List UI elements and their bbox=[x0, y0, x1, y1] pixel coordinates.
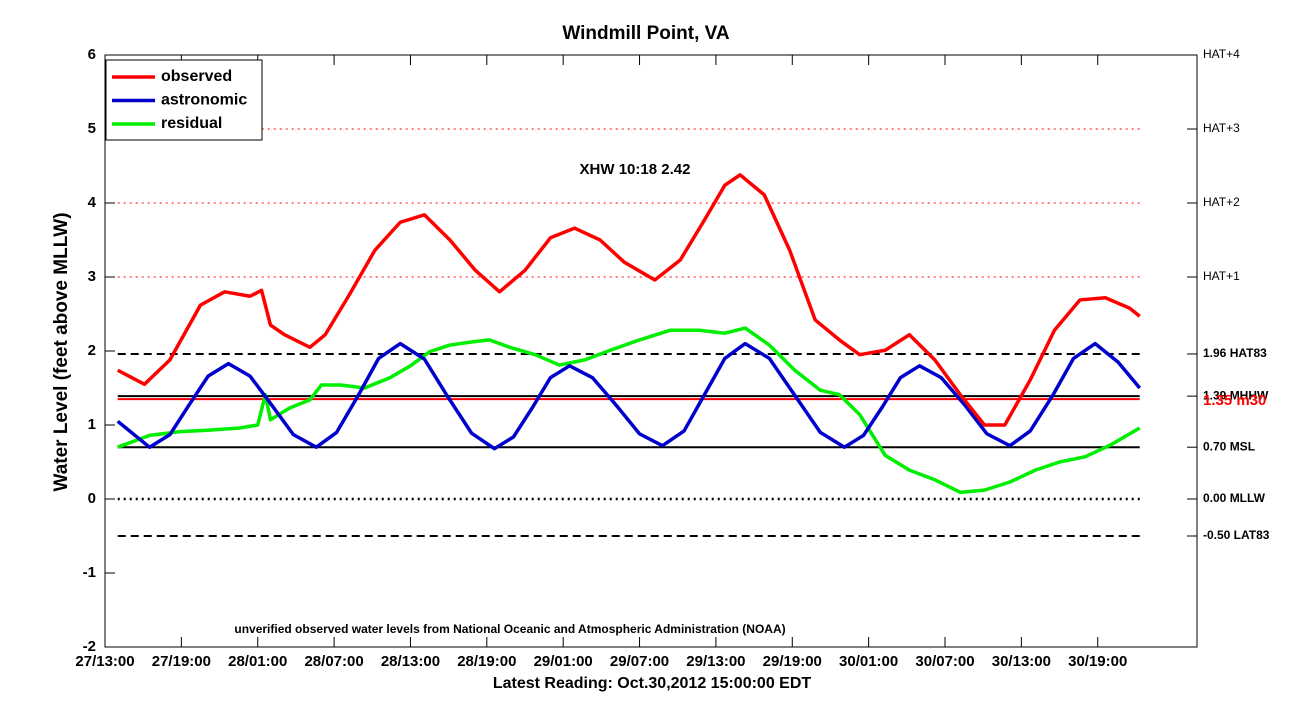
y2-tick-label: -0.50 LAT83 bbox=[1203, 528, 1270, 542]
data-line bbox=[116, 173, 1141, 427]
x-tick-label: 28/13:00 bbox=[381, 653, 440, 670]
y-tick-label: -1 bbox=[83, 564, 96, 581]
x-tick-label: 28/07:00 bbox=[304, 653, 363, 670]
x-tick-label: 30/07:00 bbox=[915, 653, 974, 670]
annotation: XHW 10:18 2.42 bbox=[580, 161, 691, 178]
source-note: unverified observed water levels from Na… bbox=[234, 622, 785, 636]
y2-tick-label: HAT+4 bbox=[1203, 47, 1240, 61]
plot-frame bbox=[104, 54, 1198, 648]
y-tick-label: -2 bbox=[83, 638, 96, 655]
data-line bbox=[116, 341, 1142, 451]
data-line bbox=[117, 326, 1141, 495]
y-tick-label: 5 bbox=[88, 120, 96, 137]
y2-tick-label: 1.39 MHHW bbox=[1203, 388, 1269, 402]
y2-tick-label: HAT+1 bbox=[1203, 269, 1240, 283]
chart-title: Windmill Point, VA bbox=[562, 23, 730, 44]
reference-label: 1.35 m30 bbox=[1203, 392, 1266, 409]
x-tick-label: 29/01:00 bbox=[534, 653, 593, 670]
x-tick-label: 28/19:00 bbox=[457, 653, 516, 670]
x-tick-label: 27/19:00 bbox=[152, 653, 211, 670]
y-tick-label: 2 bbox=[88, 342, 96, 359]
y-tick-label: 1 bbox=[88, 416, 96, 433]
y-tick-label: 6 bbox=[88, 46, 96, 63]
legend-label: astronomic bbox=[161, 92, 247, 109]
y-tick-label: 0 bbox=[88, 490, 96, 507]
x-axis-label: Latest Reading: Oct.30,2012 15:00:00 EDT bbox=[493, 675, 812, 692]
legend-label: observed bbox=[161, 68, 232, 85]
x-tick-label: 29/13:00 bbox=[686, 653, 745, 670]
x-tick-label: 30/19:00 bbox=[1068, 653, 1127, 670]
y2-tick-label: 0.70 MSL bbox=[1203, 439, 1255, 453]
x-tick-label: 30/13:00 bbox=[992, 653, 1051, 670]
y2-tick-label: HAT+3 bbox=[1203, 121, 1240, 135]
x-tick-label: 28/01:00 bbox=[228, 653, 287, 670]
y-tick-label: 3 bbox=[88, 268, 96, 285]
x-tick-label: 27/13:00 bbox=[75, 653, 134, 670]
x-tick-label: 29/19:00 bbox=[763, 653, 822, 670]
y2-tick-label: 0.00 MLLW bbox=[1203, 491, 1266, 505]
y-axis-label: Water Level (feet above MLLW) bbox=[51, 212, 72, 491]
x-tick-label: 29/07:00 bbox=[610, 653, 669, 670]
y2-tick-label: 1.96 HAT83 bbox=[1203, 346, 1267, 360]
y2-tick-label: HAT+2 bbox=[1203, 195, 1240, 209]
y-tick-label: 4 bbox=[88, 194, 97, 211]
x-tick-label: 30/01:00 bbox=[839, 653, 898, 670]
legend-label: residual bbox=[161, 115, 222, 132]
